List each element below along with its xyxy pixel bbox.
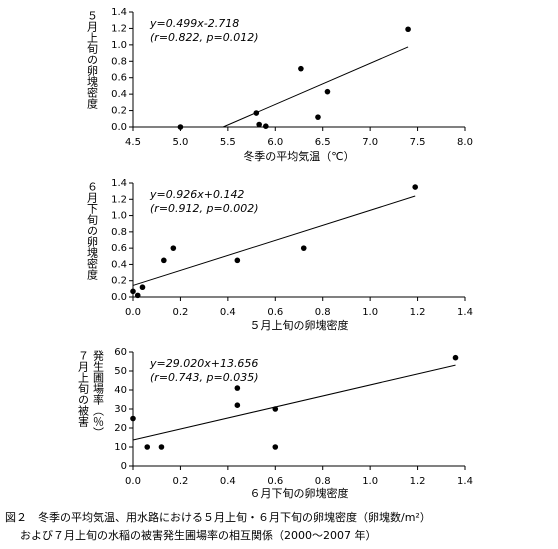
- y-tick-label: 0.4: [111, 89, 127, 100]
- y-tick-label: 60: [114, 347, 127, 358]
- x-tick-label: 5.5: [220, 137, 236, 148]
- x-tick-label: 0.0: [125, 307, 141, 318]
- y-tick-label: 0.6: [111, 243, 127, 254]
- y-tick-label: 1.0: [111, 40, 127, 51]
- point: [405, 26, 411, 33]
- point: [177, 124, 184, 130]
- y-tick-label: 0.6: [111, 73, 127, 84]
- x-axis-label: ５月上旬の卵塊密度: [250, 318, 349, 332]
- y-axis-label: ５月上旬の卵塊密度: [86, 10, 99, 110]
- x-tick-label: 6.5: [315, 137, 331, 148]
- y-tick-label: 20: [114, 423, 127, 434]
- y-axis-label: 発生圃場率（％）: [92, 349, 105, 438]
- y-tick-label: 1.0: [111, 211, 127, 222]
- point: [412, 184, 419, 190]
- x-tick-label: 7.5: [410, 137, 426, 148]
- x-axis-label: ６月下旬の卵塊密度: [250, 486, 349, 500]
- y-tick-label: 0.0: [111, 292, 127, 303]
- point: [253, 110, 260, 116]
- x-tick-label: 1.4: [457, 307, 473, 318]
- point: [272, 444, 279, 450]
- point: [130, 288, 136, 295]
- equation: (r=0.912, p=0.002): [150, 202, 259, 215]
- y-tick-label: 0.2: [111, 106, 127, 117]
- y-tick-label: 0.8: [111, 56, 127, 67]
- x-tick-label: 1.2: [410, 476, 426, 487]
- x-tick-label: 5.0: [172, 137, 188, 148]
- x-tick-label: 0.2: [172, 476, 188, 487]
- equation: y=0.499x-2.718: [149, 17, 239, 30]
- x-tick-label: 0.8: [315, 476, 331, 487]
- equation: y=29.020x+13.656: [149, 357, 258, 370]
- y-tick-label: 0.8: [111, 227, 127, 238]
- x-tick-label: 1.4: [457, 476, 473, 487]
- fit-line: [132, 364, 456, 441]
- x-tick-label: 1.0: [362, 476, 378, 487]
- fit-line: [222, 46, 409, 128]
- y-tick-label: 0.2: [111, 276, 127, 287]
- x-tick-label: 6.0: [267, 137, 283, 148]
- point: [234, 257, 241, 264]
- point: [234, 385, 241, 391]
- equation: (r=0.743, p=0.035): [150, 371, 259, 384]
- x-tick-label: 4.5: [125, 137, 141, 148]
- point: [134, 292, 141, 299]
- y-tick-label: 1.4: [111, 7, 127, 18]
- y-axis-label: ６月下旬の卵塊密度: [86, 181, 99, 281]
- x-tick-label: 7.0: [362, 137, 378, 148]
- x-tick-label: 0.4: [220, 307, 236, 318]
- fit-line: [132, 195, 416, 286]
- x-tick-label: 0.2: [172, 307, 188, 318]
- point: [272, 406, 279, 412]
- point: [161, 257, 167, 264]
- equation: (r=0.822, p=0.012): [150, 31, 259, 44]
- point: [144, 444, 151, 450]
- caption-line: 図２ 冬季の平均気温、用水路における５月上旬・６月下旬の卵塊密度（卵塊数/m²）: [5, 510, 431, 524]
- y-tick-label: 0.0: [111, 122, 127, 133]
- point: [139, 284, 146, 291]
- point: [315, 114, 321, 120]
- y-tick-label: 1.2: [111, 194, 127, 205]
- y-tick-label: 50: [114, 366, 127, 377]
- x-tick-label: 0.0: [125, 476, 141, 487]
- x-tick-label: 0.4: [220, 476, 236, 487]
- y-tick-label: 0.4: [111, 259, 127, 270]
- y-tick-label: 40: [114, 385, 127, 396]
- point: [452, 354, 459, 361]
- point: [263, 123, 269, 129]
- point: [130, 415, 136, 422]
- point: [158, 444, 165, 450]
- point: [170, 245, 177, 251]
- equation: y=0.926x+0.142: [149, 188, 244, 201]
- x-axis-label: 冬季の平均気温（℃）: [243, 149, 354, 163]
- point: [298, 65, 304, 72]
- point: [324, 88, 331, 95]
- x-tick-label: 0.6: [267, 307, 283, 318]
- x-tick-label: 0.8: [315, 307, 331, 318]
- point: [234, 402, 241, 409]
- x-tick-label: 1.0: [362, 307, 378, 318]
- point: [256, 121, 262, 128]
- y-axis-label: ７月上旬の被害: [77, 350, 90, 428]
- x-tick-label: 8.0: [457, 137, 473, 148]
- y-tick-label: 1.2: [111, 23, 127, 34]
- point: [300, 245, 307, 251]
- y-tick-label: 1.4: [111, 178, 127, 189]
- y-tick-label: 0: [121, 461, 127, 472]
- y-tick-label: 30: [114, 404, 127, 415]
- y-tick-label: 10: [114, 442, 127, 453]
- caption-line: および７月上旬の水稲の被害発生圃場率の相互関係（2000～2007 年）: [20, 528, 376, 542]
- x-tick-label: 0.6: [267, 476, 283, 487]
- x-tick-label: 1.2: [410, 307, 426, 318]
